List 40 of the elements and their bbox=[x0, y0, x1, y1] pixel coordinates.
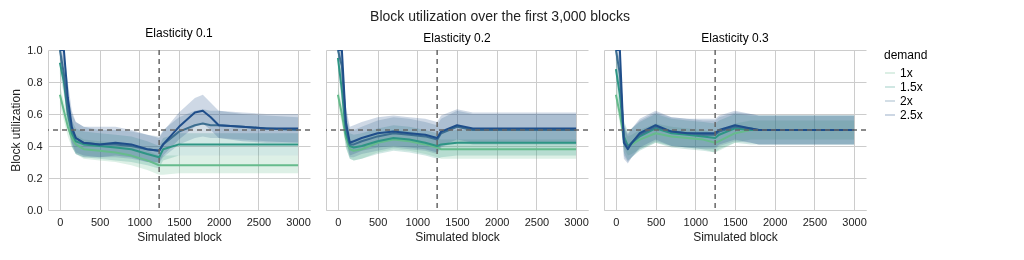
y-tick-label: 1.0 bbox=[27, 43, 43, 56]
x-tick-label: 0 bbox=[335, 215, 342, 228]
x-tick-label: 1500 bbox=[723, 215, 748, 228]
x-axis-title: Simulated block bbox=[415, 229, 501, 244]
y-tick-label: 0.8 bbox=[27, 75, 43, 88]
x-tick-label: 0 bbox=[613, 215, 620, 228]
x-tick-label: 1000 bbox=[683, 215, 709, 228]
x-tick-label: 3000 bbox=[842, 215, 867, 228]
y-tick-label: 0.4 bbox=[27, 139, 43, 152]
x-tick-label: 500 bbox=[646, 215, 666, 228]
x-tick-label: 2000 bbox=[762, 215, 788, 228]
x-tick-label: 2000 bbox=[206, 215, 232, 228]
y-axis-title: Block utilization bbox=[9, 89, 24, 172]
legend-title: demand bbox=[884, 48, 928, 62]
legend-label: 1.5x bbox=[900, 80, 923, 94]
chart-title: Elasticity 0.2 bbox=[423, 31, 492, 46]
x-tick-label: 500 bbox=[368, 215, 388, 228]
x-tick-label: 2500 bbox=[246, 215, 272, 228]
legend-label: 2x bbox=[900, 94, 913, 108]
x-tick-label: 1500 bbox=[167, 215, 192, 228]
x-axis-title: Simulated block bbox=[137, 229, 223, 244]
x-tick-label: 1500 bbox=[445, 215, 470, 228]
y-tick-label: 0.2 bbox=[27, 171, 43, 184]
legend-label: 1x bbox=[900, 66, 913, 80]
y-tick-label: 0.0 bbox=[27, 203, 43, 216]
chart-title: Elasticity 0.1 bbox=[145, 26, 214, 40]
x-tick-label: 3000 bbox=[564, 215, 589, 228]
x-tick-label: 1000 bbox=[405, 215, 431, 228]
y-tick-label: 0.6 bbox=[27, 107, 43, 120]
legend-label: 2.5x bbox=[900, 108, 923, 122]
x-tick-label: 2500 bbox=[802, 215, 828, 228]
x-tick-label: 500 bbox=[90, 215, 110, 228]
chart-title: Elasticity 0.3 bbox=[701, 31, 770, 46]
text: Block utilization over the first 3,000 blocks bbox=[370, 8, 630, 24]
x-tick-label: 0 bbox=[57, 215, 64, 228]
x-tick-label: 2000 bbox=[484, 215, 510, 228]
x-tick-label: 3000 bbox=[286, 215, 311, 228]
x-axis-title: Simulated block bbox=[693, 229, 779, 244]
x-tick-label: 1000 bbox=[127, 215, 153, 228]
x-tick-label: 2500 bbox=[524, 215, 550, 228]
